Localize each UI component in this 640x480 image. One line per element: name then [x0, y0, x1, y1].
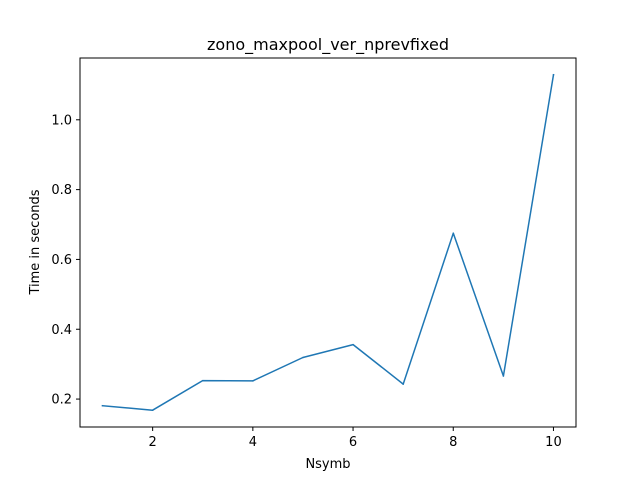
- data-point: [252, 380, 254, 382]
- plot-area: 2 4 6 8 10 0.2 0.4 0.6 0.8 1.0: [51, 57, 577, 450]
- plot-background: [80, 58, 576, 427]
- chart-title: zono_maxpool_ver_nprevfixed: [207, 35, 449, 55]
- y-tick-label: 1.0: [51, 113, 72, 128]
- x-tick-label: 2: [149, 435, 157, 450]
- y-tick-label: 0.2: [51, 393, 72, 408]
- data-point: [201, 379, 204, 382]
- x-tick-label: 6: [349, 435, 357, 450]
- data-point: [352, 343, 354, 346]
- plot-frame: [79, 57, 577, 428]
- y-tick-label: 0.6: [51, 253, 72, 268]
- data-point: [302, 356, 304, 359]
- data-point: [552, 74, 555, 76]
- series-line: [101, 73, 555, 411]
- series-layer: [101, 73, 555, 411]
- x-axis-ticks: 2 4 6 8 10: [149, 427, 562, 450]
- data-point: [402, 383, 404, 385]
- y-axis-ticks: 0.2 0.4 0.6 0.8 1.0: [51, 113, 80, 408]
- x-tick-label: 4: [249, 435, 257, 450]
- data-point: [452, 232, 455, 234]
- x-tick-label: 8: [449, 435, 457, 450]
- data-point: [101, 404, 104, 407]
- data-point: [502, 375, 505, 377]
- x-tick-label: 10: [545, 435, 562, 450]
- y-axis-label: Time in seconds: [28, 189, 43, 295]
- y-tick-label: 0.4: [51, 323, 72, 338]
- x-axis-label: Nsymb: [305, 457, 350, 472]
- y-tick-label: 0.8: [51, 183, 72, 198]
- data-point: [151, 409, 154, 411]
